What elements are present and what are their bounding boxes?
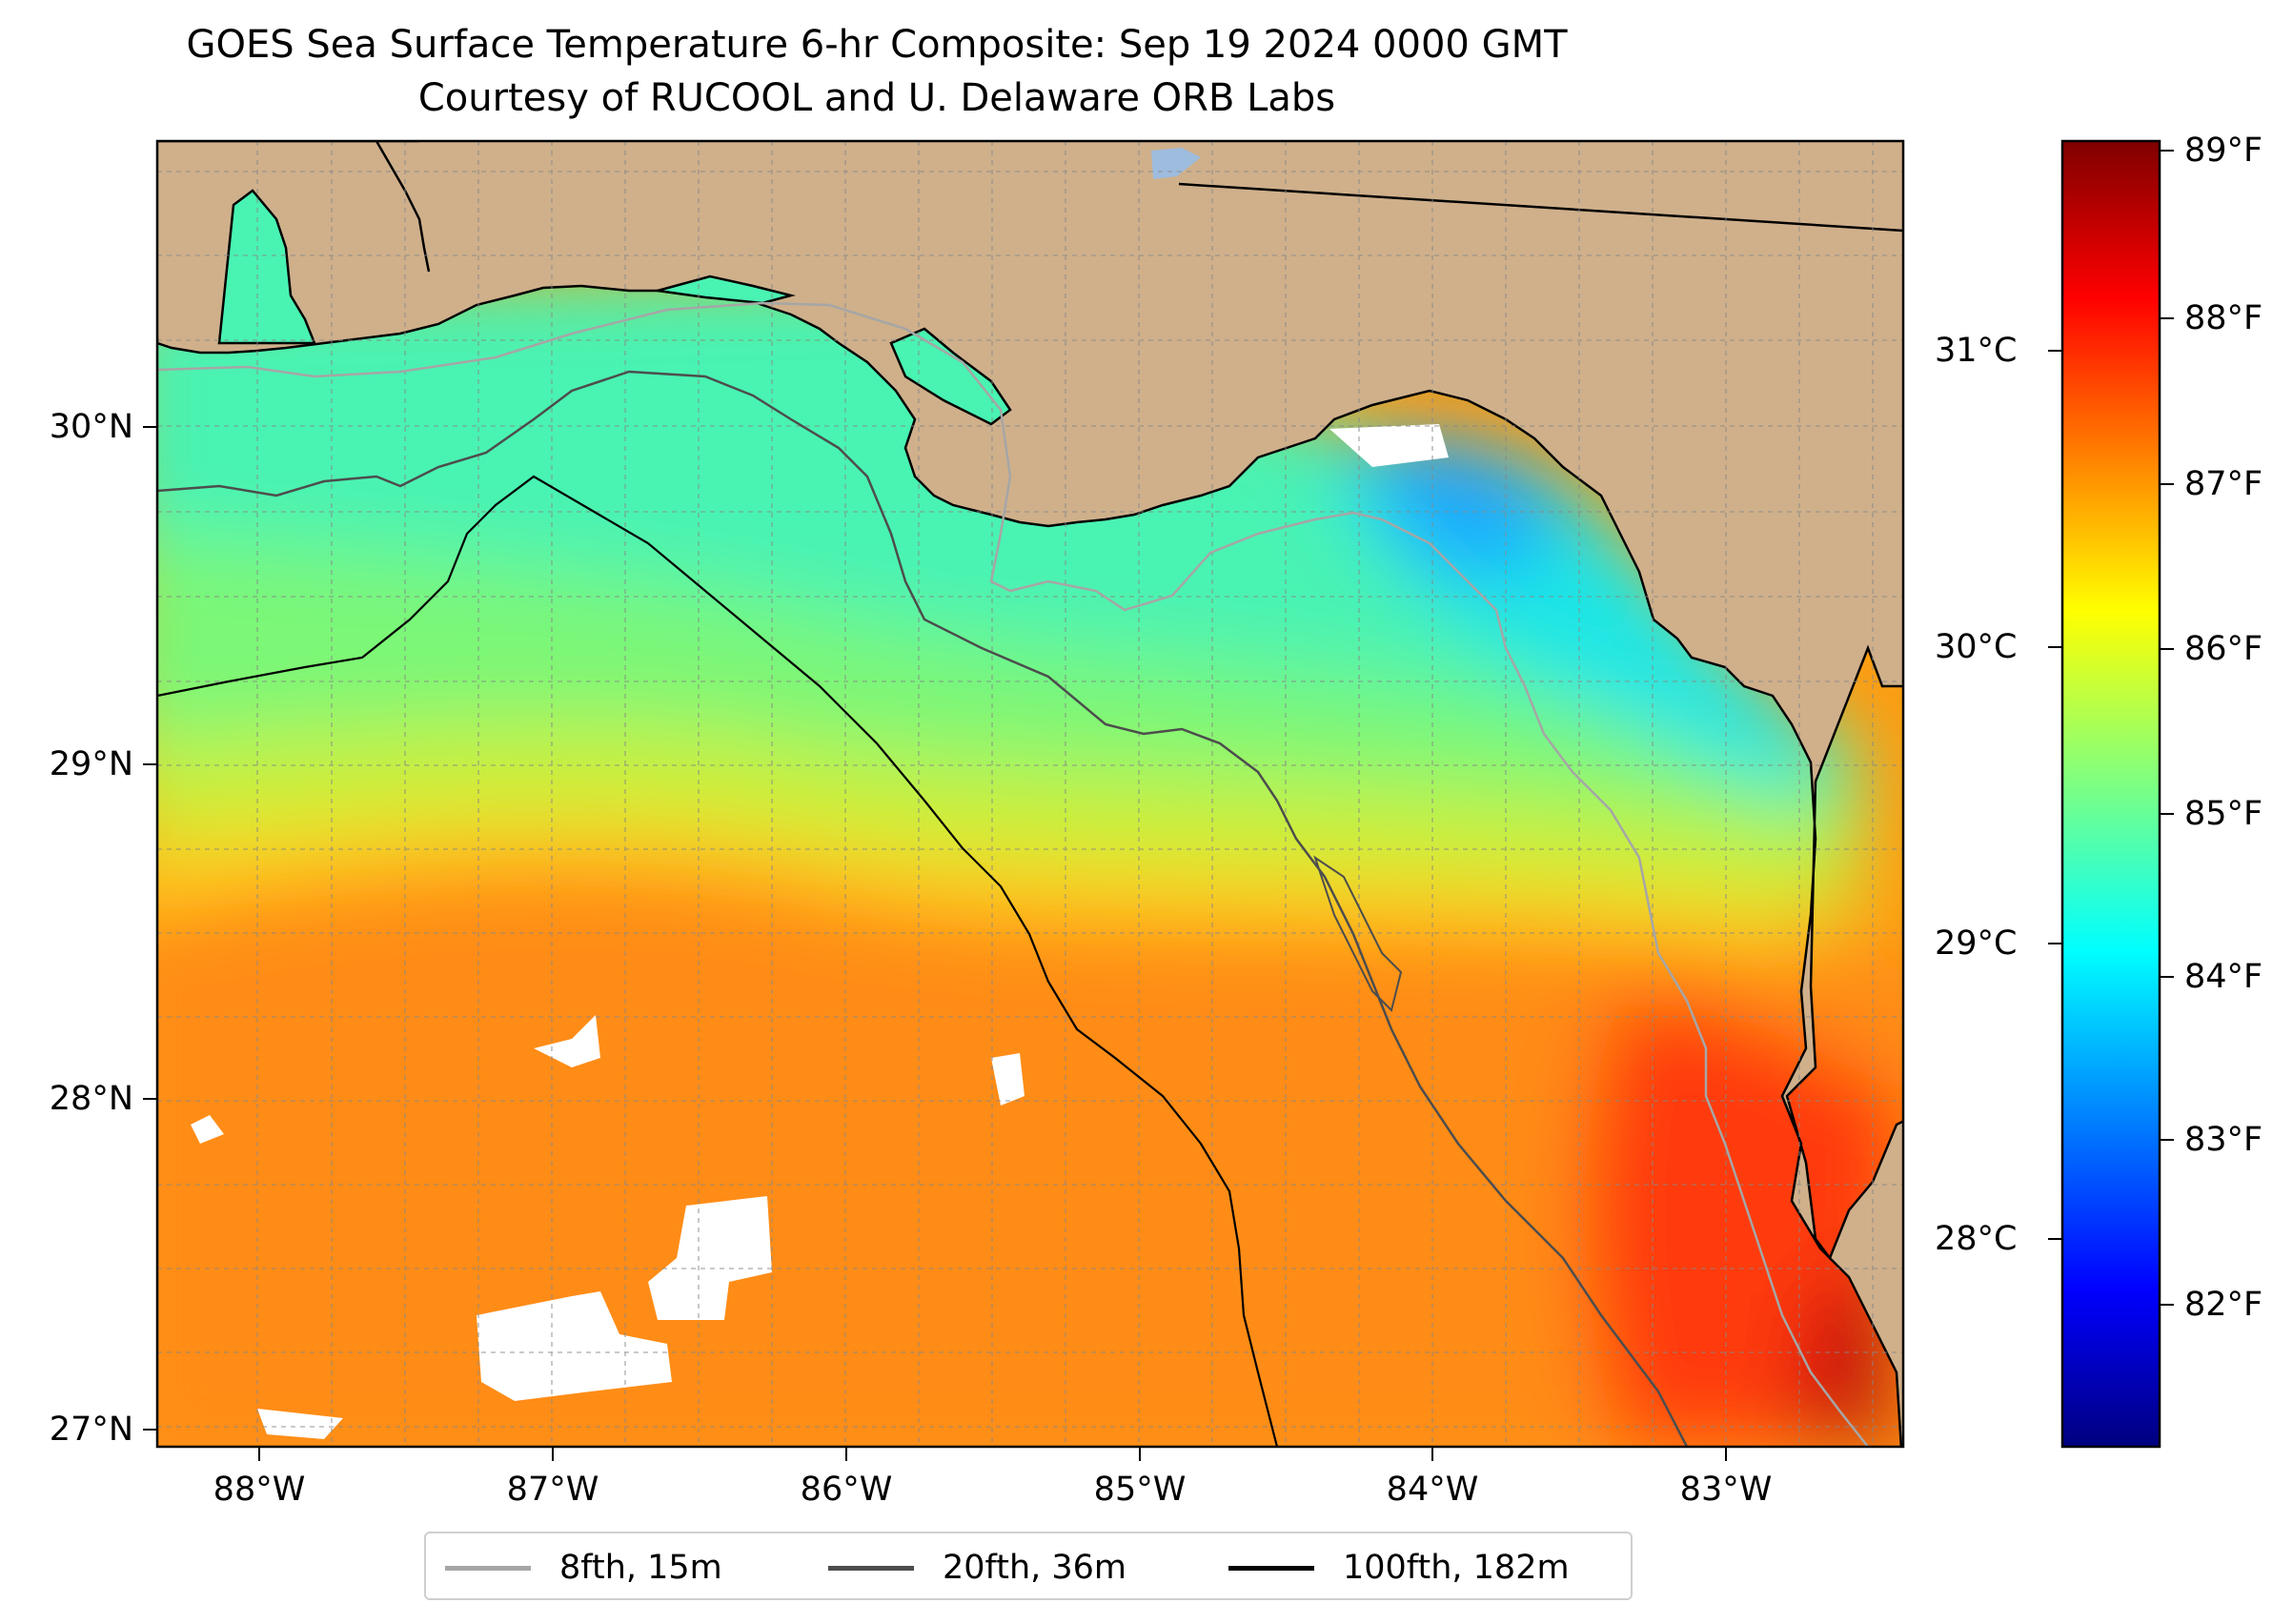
- lon-tick-label: 88°W: [213, 1471, 306, 1509]
- isobath-20fth: [157, 370, 1689, 1447]
- colorbar-f-tick: 88°F: [2184, 299, 2263, 337]
- lon-tick-label: 86°W: [800, 1471, 893, 1509]
- land-north: [157, 141, 1903, 1447]
- isobath-100fth: [157, 475, 1279, 1447]
- legend-item-20fth: 20fth, 36m: [828, 1533, 1126, 1602]
- colorbar-f-tick: 86°F: [2184, 630, 2263, 668]
- lon-tick-label: 85°W: [1093, 1471, 1187, 1509]
- cloud-mask: [191, 424, 1449, 1439]
- colorbar-c-tick: 29°C: [1935, 924, 2018, 963]
- legend-item-8fth: 8fth, 15m: [445, 1533, 722, 1602]
- colorbar-f-tick: 87°F: [2184, 465, 2263, 503]
- land: [157, 141, 1903, 1447]
- legend-line-8fth: [445, 1565, 531, 1571]
- legend-line-20fth: [828, 1565, 914, 1571]
- lon-tick-label: 87°W: [506, 1471, 599, 1509]
- legend-line-100fth: [1228, 1565, 1314, 1571]
- lat-tick-label: 29°N: [49, 745, 133, 783]
- colorbar-f-tick: 85°F: [2184, 795, 2263, 833]
- legend-label-8fth: 8fth, 15m: [559, 1549, 722, 1587]
- bays: [217, 189, 1012, 426]
- lat-tick-label: 27°N: [49, 1411, 133, 1449]
- lat-tick-label: 28°N: [49, 1080, 133, 1118]
- lake-seminole: [1151, 148, 1201, 179]
- colorbar-f-tick: 89°F: [2184, 132, 2263, 170]
- colorbar-c-tick: 28°C: [1935, 1220, 2018, 1258]
- colorbar-f-tick: 83°F: [2184, 1121, 2263, 1159]
- colorbar-f-tick: 82°F: [2184, 1286, 2263, 1324]
- map-title: GOES Sea Surface Temperature 6-hr Compos…: [186, 23, 1568, 67]
- colorbar-c-tick: 30°C: [1935, 628, 2018, 666]
- legend-item-100fth: 100fth, 182m: [1228, 1533, 1570, 1602]
- colorbar-c-tick: 31°C: [1935, 332, 2018, 370]
- gridlines: [157, 141, 1903, 1447]
- colorbar-f-tick: 84°F: [2184, 958, 2263, 996]
- tick-marks: [143, 150, 2174, 1461]
- legend-label-100fth: 100fth, 182m: [1343, 1549, 1570, 1587]
- isobath-8fth: [157, 301, 1869, 1447]
- map-frame: [155, 139, 1905, 1449]
- isobath-legend: 8fth, 15m 20fth, 36m 100fth, 182m: [424, 1532, 1633, 1600]
- legend-label-20fth: 20fth, 36m: [943, 1549, 1127, 1587]
- lon-tick-label: 83°W: [1679, 1471, 1773, 1509]
- lon-tick-label: 84°W: [1386, 1471, 1479, 1509]
- sst-field: [157, 267, 1903, 1447]
- map-subtitle: Courtesy of RUCOOL and U. Delaware ORB L…: [417, 76, 1336, 120]
- lat-tick-label: 30°N: [49, 408, 133, 446]
- georgia-florida-line: [1178, 182, 1903, 233]
- colorbar: [2060, 139, 2161, 1449]
